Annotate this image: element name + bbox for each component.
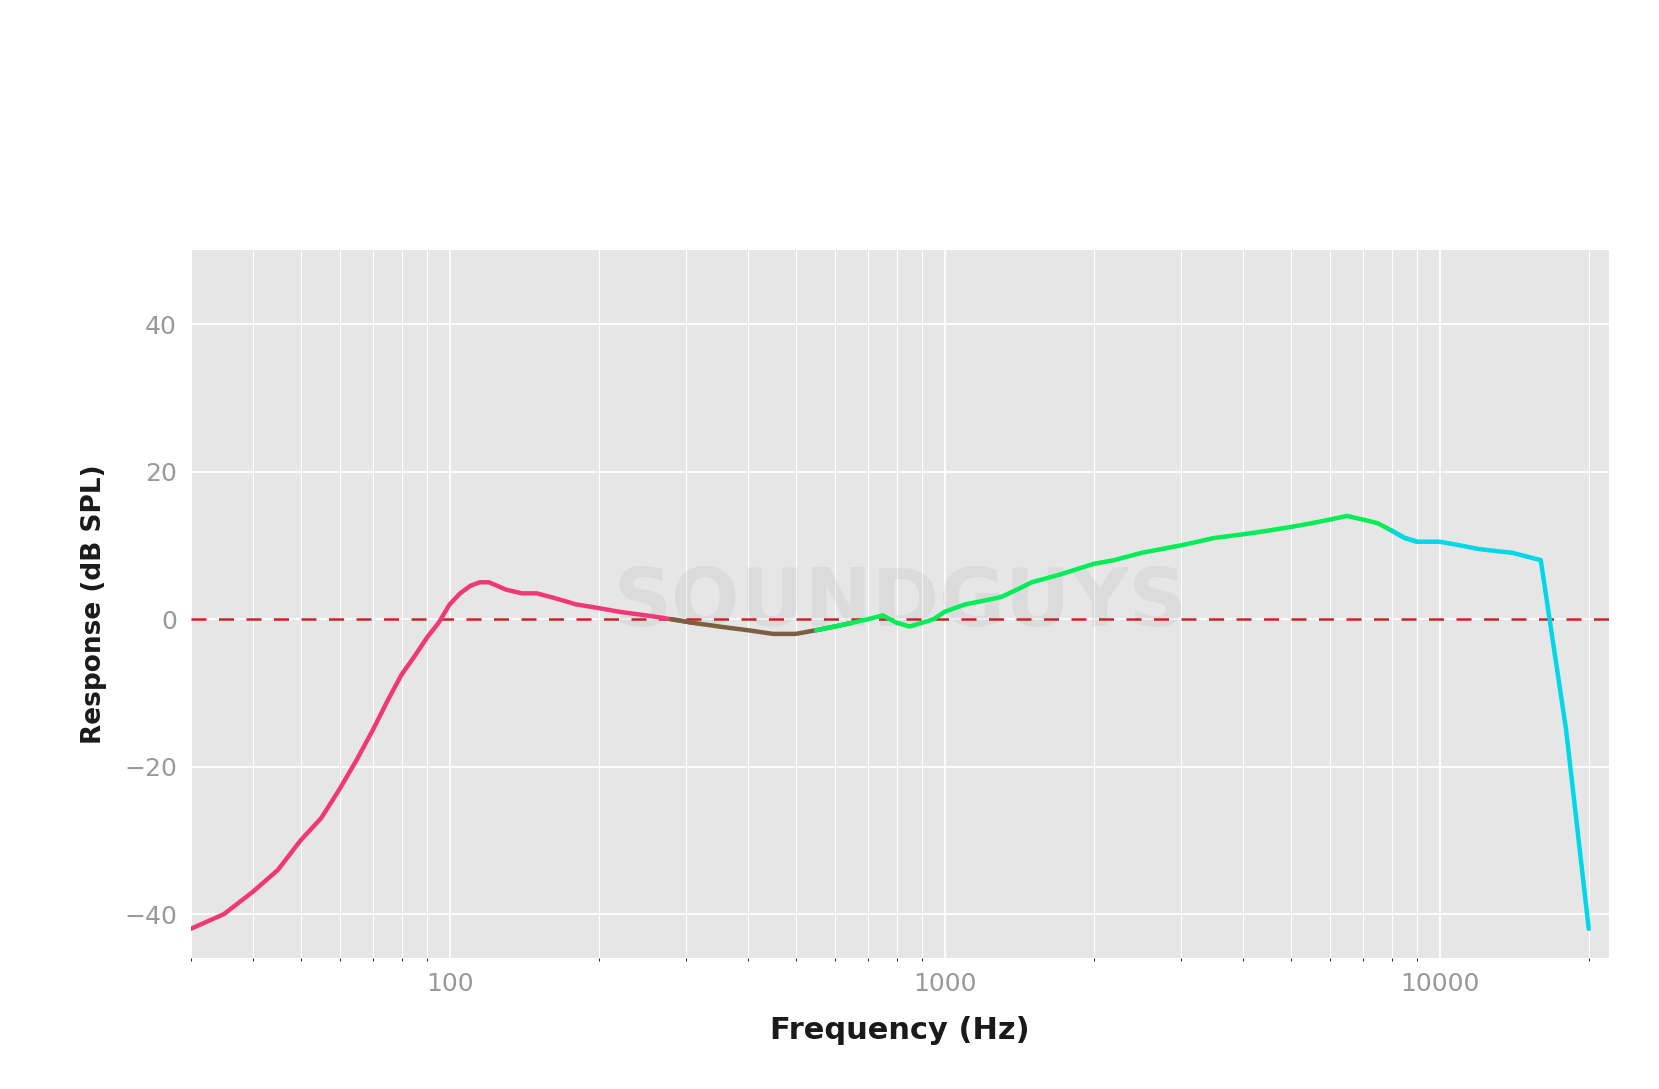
Text: SOUNDGUYS: SOUNDGUYS	[614, 565, 1186, 644]
X-axis label: Frequency (Hz): Frequency (Hz)	[770, 1016, 1030, 1044]
Text: Creative Nova Frequency Response: Creative Nova Frequency Response	[332, 49, 1327, 98]
Y-axis label: Response (dB SPL): Response (dB SPL)	[81, 465, 108, 744]
